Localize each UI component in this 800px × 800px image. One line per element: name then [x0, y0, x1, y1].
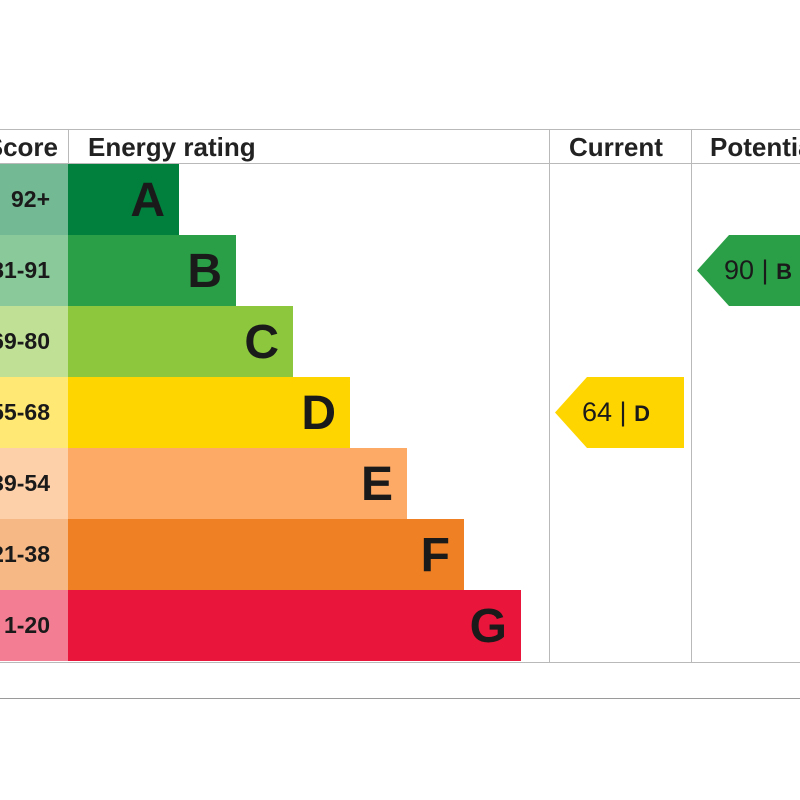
rating-band-d: D — [68, 377, 350, 448]
current-header: Current — [569, 132, 663, 162]
current-arrow-shape — [555, 377, 684, 448]
potential-rating-arrow: 90 | B — [697, 235, 800, 306]
current-rating-label: 64 | D — [582, 377, 650, 448]
rating-band-f: F — [68, 519, 464, 590]
energy-rating-header: Energy rating — [88, 132, 256, 162]
table-bottom-border — [0, 698, 800, 699]
score-column-divider — [68, 129, 69, 164]
rating-letter-g: G — [469, 600, 507, 653]
header-bottom-border — [0, 163, 800, 164]
rating-letter-a: A — [130, 174, 165, 227]
rating-letter-c: C — [244, 316, 279, 369]
score-range-e: 39-54 — [0, 448, 68, 519]
potential-arrow-shape — [697, 235, 800, 306]
potential-column-left-divider — [691, 129, 692, 663]
rating-band-g: G — [68, 590, 521, 661]
current-rating-arrow: 64 | D — [555, 377, 684, 448]
score-range-f: 21-38 — [0, 519, 68, 590]
score-range-b: 81-91 — [0, 235, 68, 306]
rating-band-a: A — [68, 164, 179, 235]
chart-bottom-border — [0, 662, 800, 663]
rating-letter-e: E — [360, 458, 393, 511]
potential-letter: B — [776, 259, 792, 284]
current-letter: D — [634, 401, 650, 426]
current-column-left-divider — [549, 129, 550, 663]
rating-letter-f: F — [420, 529, 450, 582]
current-score: 64 — [582, 397, 613, 427]
current-separator: | — [612, 397, 635, 427]
score-range-d: 55-68 — [0, 377, 68, 448]
score-range-g: 1-20 — [0, 590, 68, 661]
rating-band-c: C — [68, 306, 293, 377]
potential-header: Potential — [710, 132, 800, 162]
table-top-border — [0, 129, 800, 130]
score-range-a: 92+ — [0, 164, 68, 235]
potential-separator: | — [754, 255, 777, 285]
rating-letter-d: D — [301, 387, 336, 440]
score-range-c: 69-80 — [0, 306, 68, 377]
rating-letter-b: B — [187, 245, 222, 298]
potential-rating-label: 90 | B — [724, 235, 792, 306]
rating-band-e: E — [68, 448, 407, 519]
potential-score: 90 — [724, 255, 755, 285]
rating-band-b: B — [68, 235, 236, 306]
score-header: Score — [0, 132, 58, 162]
